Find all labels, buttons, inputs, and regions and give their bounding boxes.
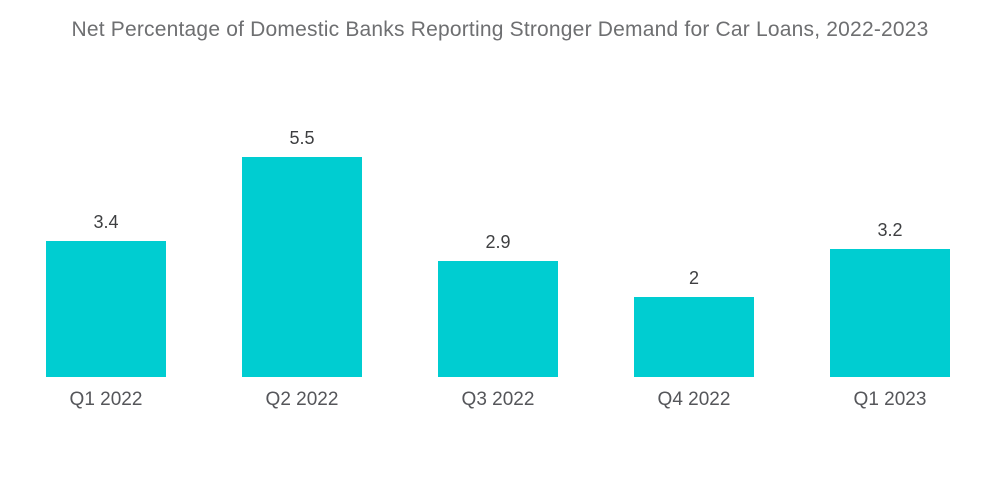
- bar-category-label: Q1 2023: [853, 389, 927, 410]
- bar-column: 3.4 Q1 2022: [46, 213, 166, 413]
- bar-category-label: Q3 2022: [461, 389, 535, 410]
- bar: [46, 241, 166, 377]
- bar-category-label: Q2 2022: [265, 389, 339, 410]
- bar-value-label: 5.5: [289, 128, 315, 148]
- chart-title: Net Percentage of Domestic Banks Reporti…: [71, 18, 929, 41]
- bar: [830, 249, 950, 377]
- bar-column: 5.5 Q2 2022: [242, 129, 362, 413]
- bar-value-label: 2.9: [485, 232, 511, 252]
- bar-column: 2 Q4 2022: [634, 269, 754, 413]
- bar: [242, 157, 362, 377]
- bar-value-label: 3.2: [877, 220, 903, 240]
- bar-column: 3.2 Q1 2023: [830, 221, 950, 413]
- bar-chart-plot-area: 3.4 Q1 2022 5.5 Q2 2022 2.9 Q3 2022 2 Q4 2022 3.…: [46, 129, 950, 413]
- bar-category-label: Q4 2022: [657, 389, 731, 410]
- bar-column: 2.9 Q3 2022: [438, 233, 558, 413]
- bar-category-label: Q1 2022: [69, 389, 143, 410]
- bar: [634, 297, 754, 377]
- bar-value-label: 2: [688, 268, 699, 288]
- bar-value-label: 3.4: [93, 212, 119, 232]
- bar: [438, 261, 558, 377]
